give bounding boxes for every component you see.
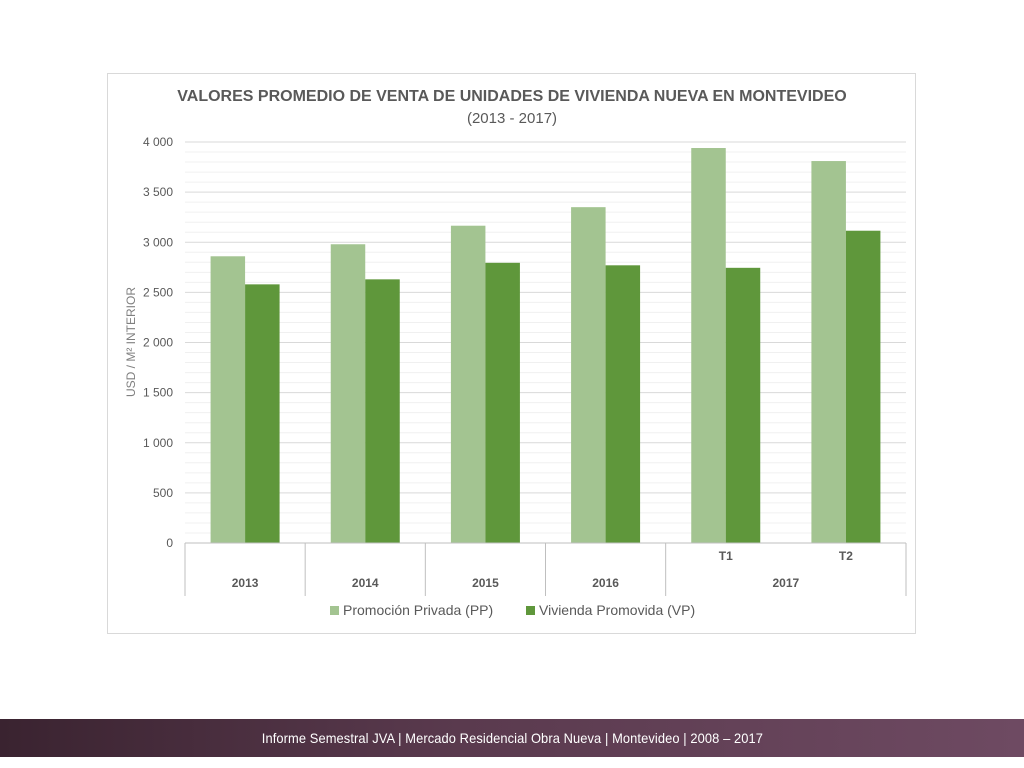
- y-tick-label: 2 000: [143, 336, 173, 350]
- y-tick-label: 1 500: [143, 386, 173, 400]
- legend-label: Promoción Privada (PP): [343, 602, 493, 618]
- bar: [485, 262, 520, 543]
- x-tick-label: T2: [839, 549, 853, 563]
- bar: [605, 265, 641, 543]
- x-tick-label: T1: [719, 549, 733, 563]
- footer-text: Informe Semestral JVA | Mercado Residenc…: [261, 730, 763, 746]
- x-group-label: 2016: [592, 576, 619, 590]
- legend: Promoción Privada (PP) Vivienda Promovida…: [330, 602, 695, 618]
- bar: [811, 161, 846, 544]
- y-tick-label: 0: [166, 536, 173, 550]
- bar: [845, 230, 881, 543]
- bar: [210, 256, 246, 543]
- chart-subtitle: (2013 - 2017): [467, 110, 557, 127]
- bar: [691, 148, 726, 543]
- y-tick-label: 2 500: [143, 285, 173, 299]
- chart-title: VALORES PROMEDIO DE VENTA DE UNIDADES DE…: [177, 88, 846, 105]
- chart-frame: VALORES PROMEDIO DE VENTA DE UNIDADES DE…: [107, 73, 916, 634]
- y-tick-label: 500: [153, 486, 173, 500]
- x-axis: 2013 2014 2015 2016 T1 T2 2017: [184, 542, 907, 596]
- legend-label: Vivienda Promovida (VP): [539, 602, 695, 618]
- x-group-label: 2017: [772, 576, 799, 590]
- bar: [725, 267, 761, 543]
- x-group-label: 2013: [232, 576, 259, 590]
- bar: [571, 207, 606, 543]
- y-tick-label: 3 000: [143, 235, 173, 249]
- y-axis-label: USD / M² INTERIOR: [124, 287, 138, 397]
- bars: [210, 148, 881, 544]
- bar-chart: VALORES PROMEDIO DE VENTA DE UNIDADES DE…: [124, 88, 907, 618]
- y-axis-ticks: 0 500 1 000 1 500 2 000 2 500 3 000 3 500 4 000: [143, 135, 173, 550]
- y-tick-label: 1 000: [143, 436, 173, 450]
- legend-swatch: [330, 606, 339, 615]
- bar: [450, 225, 486, 544]
- bar: [330, 244, 366, 543]
- gridlines: [185, 141, 906, 544]
- x-group-label: 2015: [472, 576, 499, 590]
- y-tick-label: 4 000: [143, 135, 173, 149]
- legend-swatch: [526, 606, 535, 615]
- bar: [245, 284, 280, 543]
- y-tick-label: 3 500: [143, 185, 173, 199]
- footer-bar: Informe Semestral JVA | Mercado Residenc…: [0, 719, 1024, 757]
- x-group-label: 2014: [352, 576, 379, 590]
- bar: [365, 279, 400, 543]
